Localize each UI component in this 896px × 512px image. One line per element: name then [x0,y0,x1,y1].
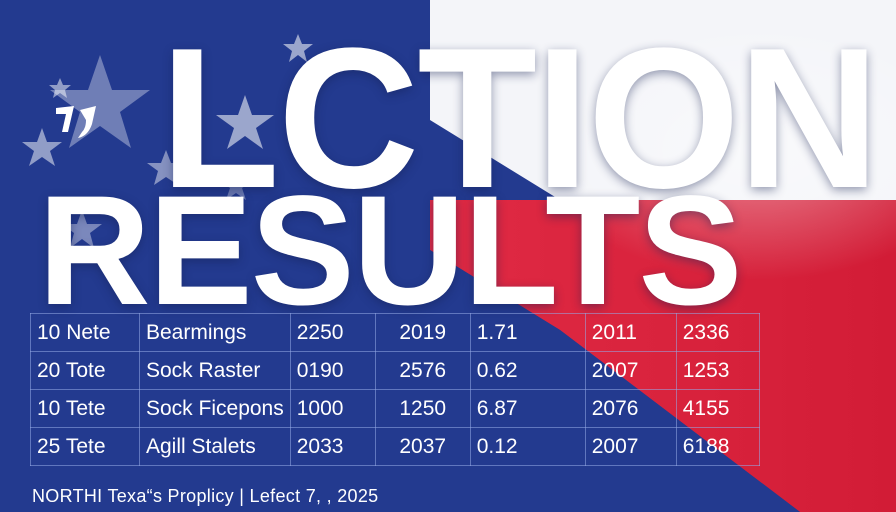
table-cell: 25 Tete [30,427,140,466]
table-cell: 10 Nete [30,313,140,352]
headline-line-1: LCTION [160,7,880,230]
table-cell: 0.62 [469,351,586,390]
logo-mark-icon [56,106,96,138]
table-cell: 6188 [675,427,760,466]
table-cell: 0190 [289,351,376,390]
star-icon [220,170,252,200]
table-cell: Sock Raster [139,351,291,390]
table-cell: 1.71 [469,313,586,352]
table-cell: Bearmings [139,313,291,352]
table-cell: 4155 [675,389,760,428]
stars-group [22,34,313,248]
table-cell: 1000 [289,389,376,428]
results-table: 10 Nete Bearmings 2250 2019 1.71 2011 23… [30,313,760,466]
table-cell: 2250 [289,313,376,352]
table-cell: 20 Tote [30,351,140,390]
table-cell: 2007 [584,427,677,466]
star-icon [49,78,71,98]
table-cell: 2576 [374,351,471,390]
table-cell: 1253 [675,351,760,390]
table-cell: 2033 [289,427,376,466]
star-icon [147,150,185,185]
table-cell: 10 Tete [30,389,140,428]
footer-caption: NORTHI Texa“s Proplicy | Lefect 7, , 202… [32,486,379,506]
star-icon [283,34,313,62]
star-icon [62,210,102,248]
table-cell: 2076 [584,389,677,428]
table-cell: 2037 [374,427,471,466]
white-glow [540,20,896,280]
table-cell: 6.87 [469,389,586,428]
table-cell: Agill Stalets [139,427,291,466]
headline-line-2: RESULTS [38,164,742,338]
table-cell: 2011 [584,313,677,352]
table-row: 25 Tete Agill Stalets 2033 2037 0.12 200… [30,427,760,466]
table-row: 20 Tote Sock Raster 0190 2576 0.62 2007 … [30,351,760,390]
table-cell: 0.12 [469,427,586,466]
table-row: 10 Nete Bearmings 2250 2019 1.71 2011 23… [30,313,760,352]
star-icon [22,128,62,166]
table-cell: 2336 [675,313,760,352]
table-cell: 2007 [584,351,677,390]
table-cell: 2019 [374,313,471,352]
star-icon [50,55,150,148]
table-cell: 1250 [374,389,471,428]
star-icon [216,95,274,149]
table-row: 10 Tete Sock Ficepons 1000 1250 6.87 207… [30,389,760,428]
table-cell: Sock Ficepons [139,389,291,428]
